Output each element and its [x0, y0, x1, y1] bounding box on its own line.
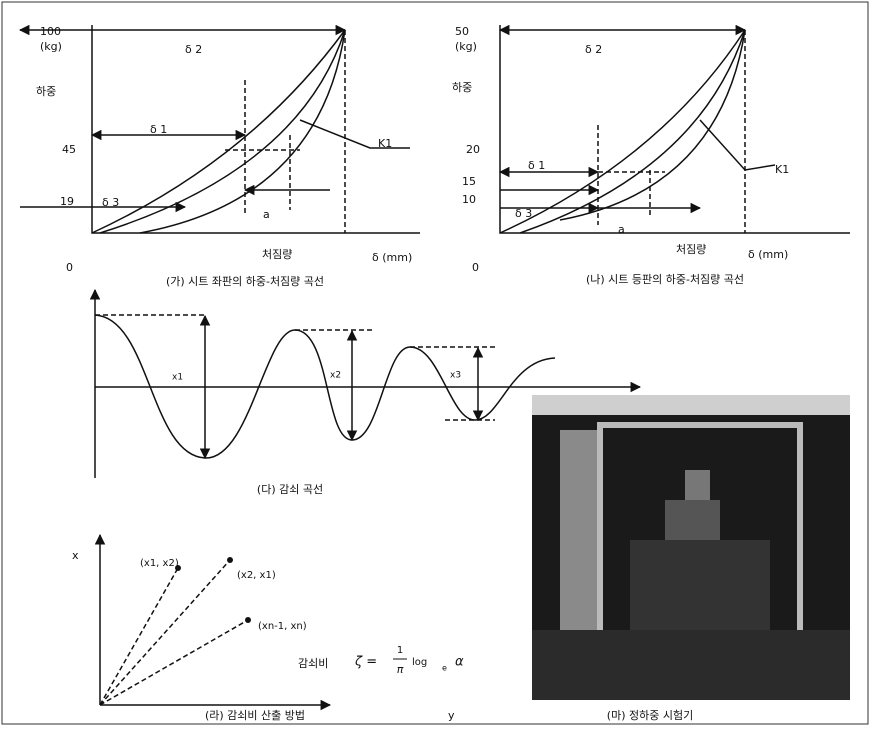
load-curve [499, 29, 746, 234]
axis-label: y [448, 709, 455, 722]
tick: 100 [40, 25, 61, 38]
caption: (가) 시트 좌판의 하중-처짐량 곡선 [166, 274, 324, 288]
label: (xn-1, xn) [258, 621, 307, 632]
photo-detail [665, 500, 720, 540]
point [227, 557, 233, 563]
tick: 0 [472, 261, 479, 274]
label: x3 [450, 371, 461, 381]
label: a [263, 208, 270, 221]
formula: ζ = [354, 655, 377, 670]
dash [99, 559, 231, 706]
x-label: 처짐량 [262, 248, 292, 261]
unit: δ (mm) [748, 248, 788, 261]
unit: (kg) [40, 40, 62, 53]
x-label: 처짐량 [676, 243, 706, 256]
load-curve [91, 29, 346, 234]
photo-detail [532, 395, 850, 415]
tick: 19 [60, 195, 74, 208]
caption: (라) 감쇠비 산출 방법 [205, 709, 305, 722]
tick: 0 [66, 261, 73, 274]
formula: α [455, 655, 464, 670]
tick: 10 [462, 193, 476, 206]
label: δ 2 [585, 43, 602, 56]
axes [499, 25, 850, 234]
photo-detail [630, 540, 770, 635]
label: (x2, x1) [237, 570, 276, 581]
unload-curve [139, 29, 346, 234]
label: δ 1 [528, 159, 545, 172]
tick: 45 [62, 143, 76, 156]
label: δ 3 [515, 207, 532, 220]
caption: (다) 감쇠 곡선 [257, 483, 323, 496]
caption: (마) 정하중 시험기 [607, 708, 693, 722]
tick: 50 [455, 25, 469, 38]
panel-c: x1 x2 x3 (다) 감쇠 곡선 [89, 288, 642, 496]
axis-label: x [72, 549, 79, 562]
unit: δ (mm) [372, 251, 412, 264]
dash [99, 619, 249, 706]
unload-curve [519, 29, 746, 234]
label: (x1, x2) [140, 558, 179, 569]
formula: log [412, 657, 427, 668]
tick: 15 [462, 175, 476, 188]
photo-detail [685, 470, 710, 500]
label: K1 [775, 163, 789, 176]
unload-curve [559, 29, 746, 221]
label: a [618, 223, 625, 236]
axes [91, 25, 420, 234]
label: δ 3 [102, 196, 119, 209]
y-label: 하중 [36, 84, 56, 98]
tick: 20 [466, 143, 480, 156]
caption: (나) 시트 등판의 하중-처짐량 곡선 [586, 272, 744, 286]
formula: 1 [397, 645, 403, 656]
label: x1 [172, 373, 183, 383]
dash [99, 567, 179, 706]
label: K1 [378, 137, 392, 150]
y-label: 하중 [452, 80, 472, 94]
formula: e [442, 664, 447, 673]
panel-e: (마) 정하중 시험기 [532, 395, 850, 722]
leader [299, 119, 410, 149]
label: δ 2 [185, 43, 202, 56]
point [245, 617, 251, 623]
label: 감쇠비 [298, 657, 328, 670]
label: x2 [330, 371, 341, 381]
decay-curve [94, 314, 556, 459]
panel-d: x y (x1, x2) (x2, x1) (xn-1, xn) 감쇠비 ζ =… [72, 533, 464, 722]
photo-detail [560, 430, 600, 630]
label: δ 1 [150, 123, 167, 136]
photo-detail [532, 630, 850, 700]
formula: π [397, 663, 404, 676]
panel-a: 100 (kg) 하중 45 19 0 δ 2 δ 1 δ 3 K1 a 처짐량… [18, 24, 420, 288]
panel-b: 50 (kg) 하중 20 15 10 0 δ 2 δ 1 δ 3 K1 a 처… [452, 24, 850, 286]
leader [699, 119, 776, 171]
point [175, 565, 181, 571]
unit: (kg) [455, 40, 477, 53]
